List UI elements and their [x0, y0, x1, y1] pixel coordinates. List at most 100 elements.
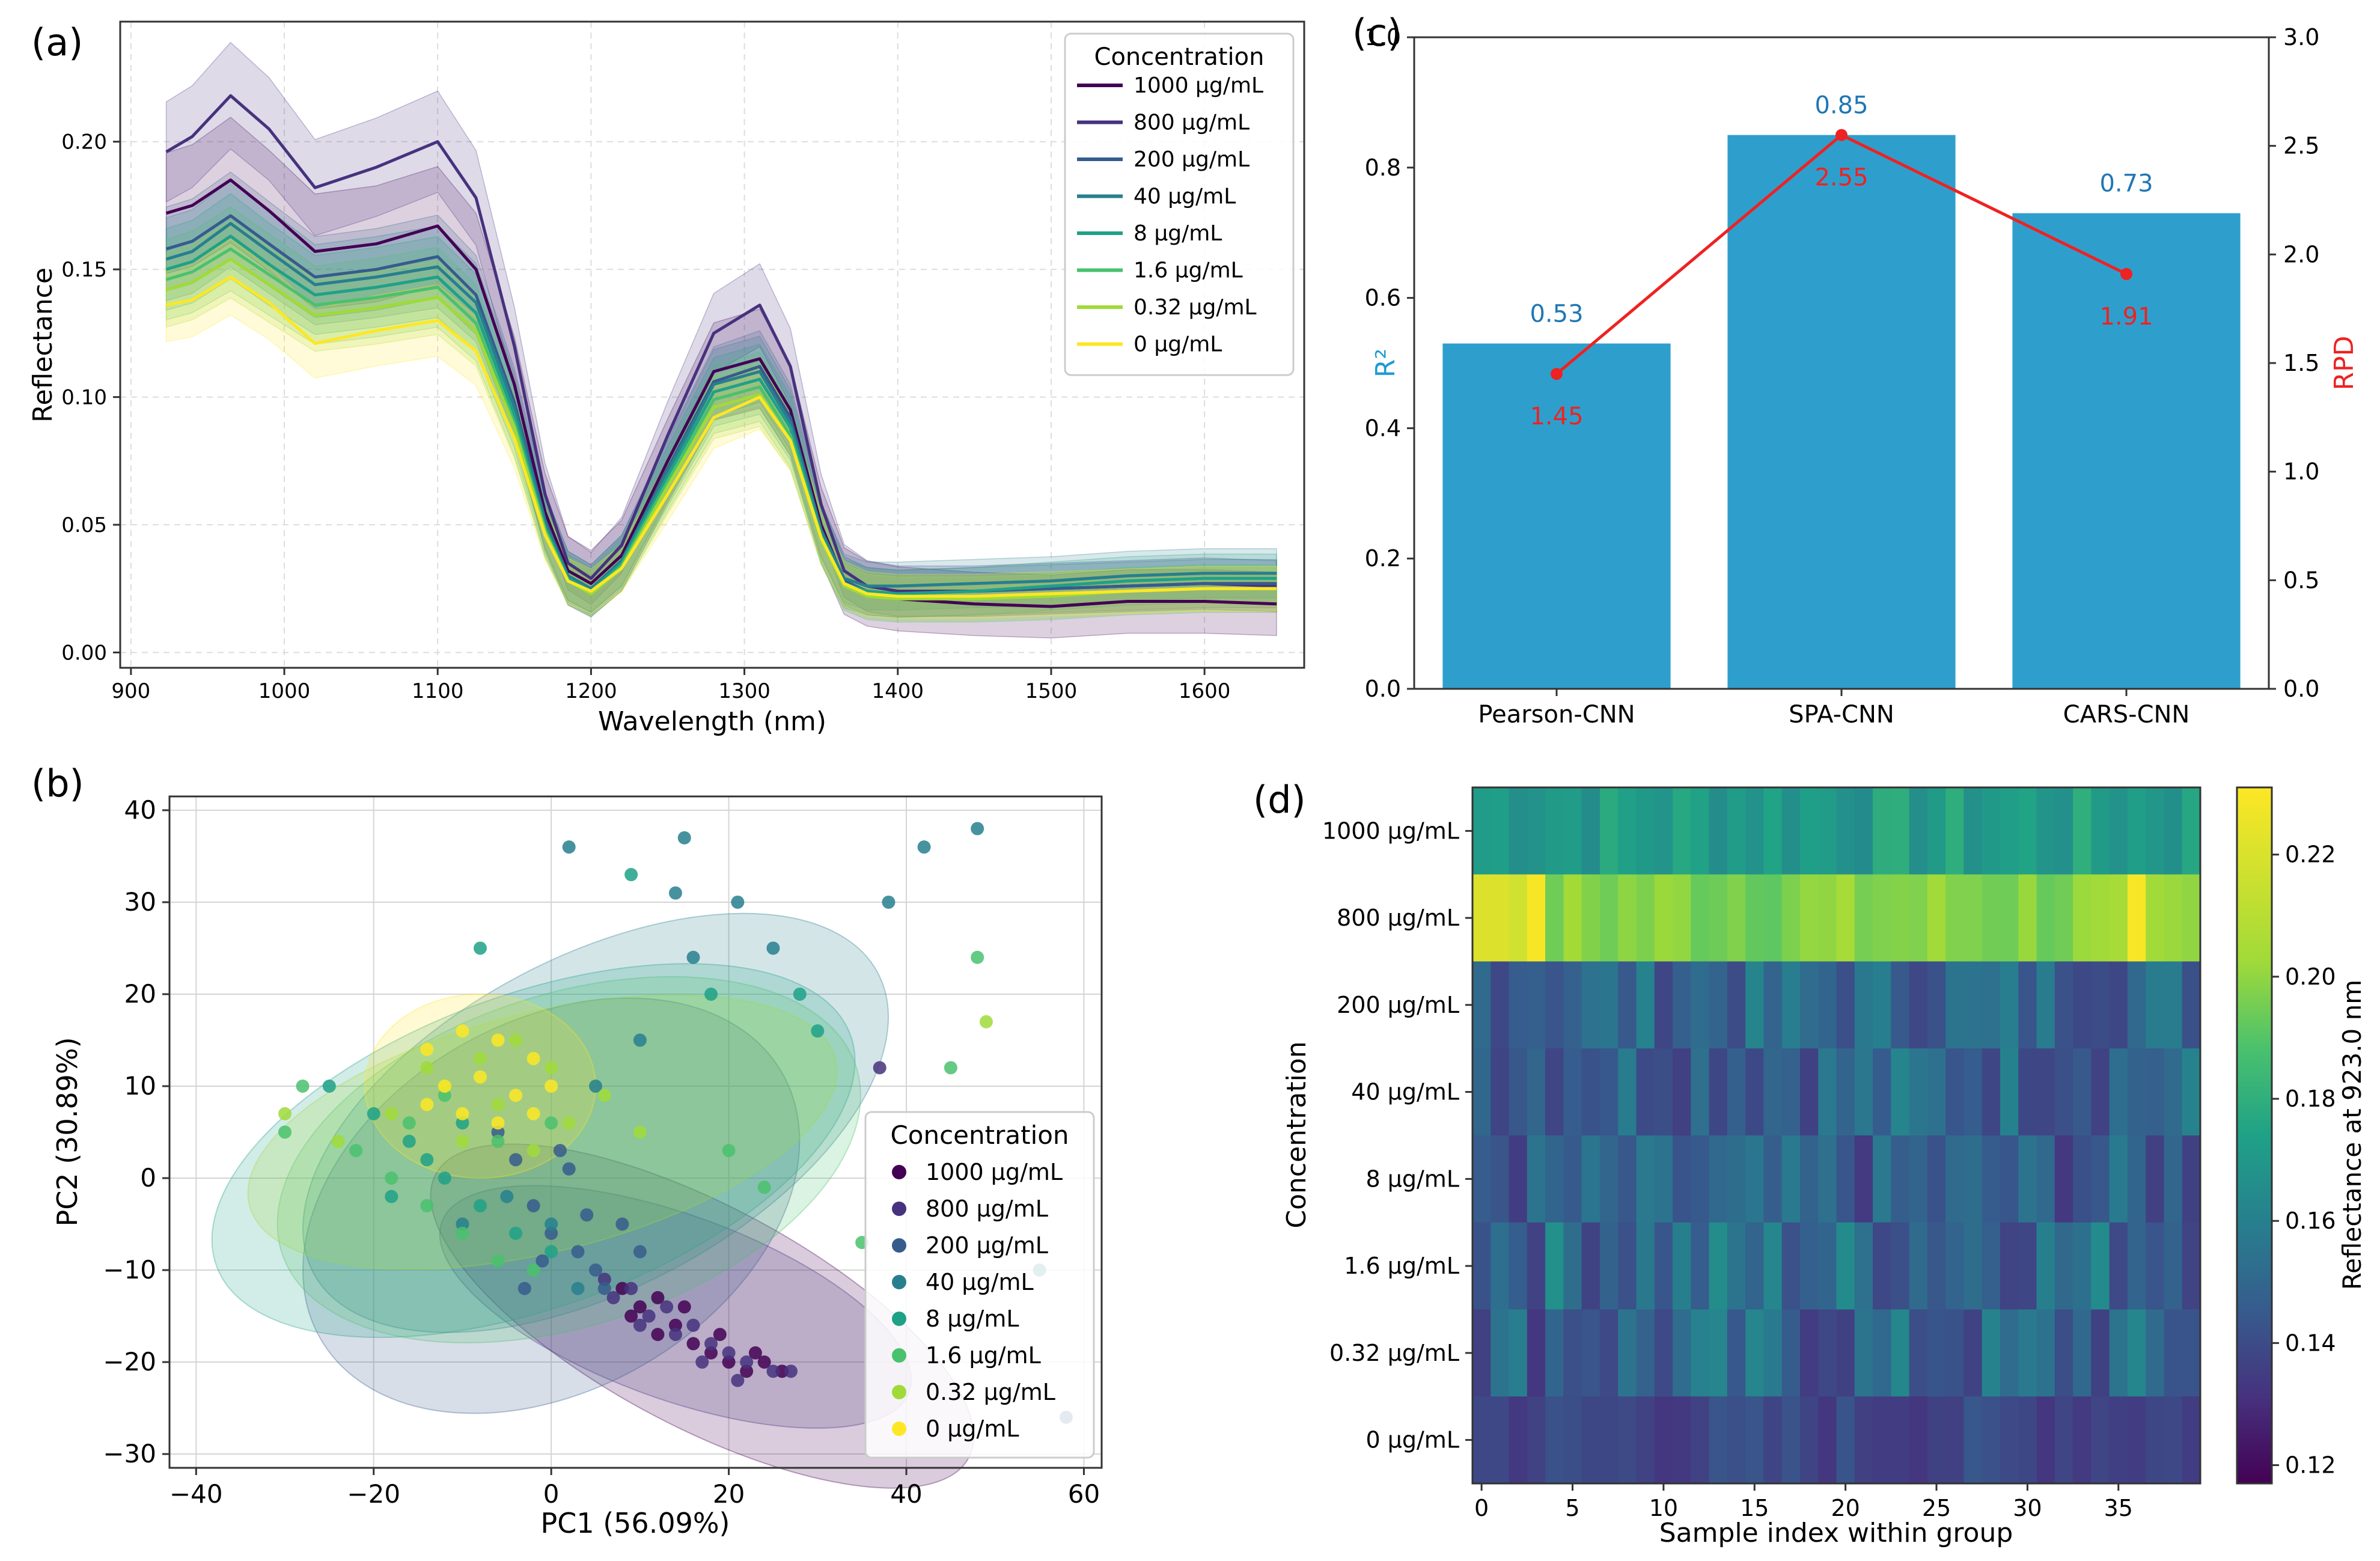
- panel-d-cell: [1599, 1309, 1619, 1397]
- panel-b-legend-swatch-7: [892, 1422, 906, 1436]
- panel-b-legend-label-3: 40 µg/mL: [926, 1269, 1034, 1295]
- panel-d-cell: [1527, 787, 1546, 875]
- panel-b-legend-swatch-5: [892, 1348, 906, 1363]
- panel-d-cell: [1763, 1396, 1783, 1484]
- panel-b-xtick-label: −20: [347, 1479, 400, 1509]
- panel-b-ytick-label: 10: [124, 1071, 156, 1101]
- panel-d-cell: [1763, 874, 1783, 962]
- panel-b-point-3: [686, 950, 700, 964]
- panel-a-xtick-label: 1300: [718, 679, 770, 703]
- panel-d-cell: [1563, 1309, 1582, 1397]
- panel-d-cell: [1927, 1048, 1946, 1136]
- panel-b-point-2: [526, 1199, 540, 1212]
- panel-d-cell: [1491, 1396, 1510, 1484]
- panel-d-cell: [1654, 961, 1673, 1049]
- panel-d-cell: [1654, 1222, 1673, 1310]
- panel-b-point-5: [491, 1254, 505, 1268]
- panel-d-cell: [1909, 874, 1928, 962]
- panel-b-point-6: [562, 1116, 576, 1130]
- panel-d-cell: [1854, 1309, 1873, 1397]
- panel-d-cell: [1563, 1048, 1582, 1136]
- panel-a-xtick-label: 1500: [1025, 679, 1078, 703]
- panel-b-point-6: [509, 1033, 523, 1047]
- panel-d-cell: [1727, 1396, 1746, 1484]
- panel-a-xtick-label: 1100: [412, 679, 464, 703]
- panel-c-ytick-label-right: 3.0: [2283, 24, 2319, 50]
- panel-d-cell: [1563, 961, 1582, 1049]
- panel-b-point-5: [491, 1134, 505, 1148]
- panel-d-cell: [2073, 1048, 2092, 1136]
- panel-d-cell: [1927, 1396, 1946, 1484]
- panel-d-cell: [1873, 1396, 1891, 1484]
- panel-d-cell: [1945, 961, 1965, 1049]
- panel-b-point-6: [597, 1089, 611, 1102]
- panel-d-cell: [1691, 1048, 1710, 1136]
- panel-d-ylabel: Concentration: [1281, 1041, 1312, 1228]
- panel-b-point-2: [562, 1162, 576, 1176]
- panel-b-legend-label-0: 1000 µg/mL: [926, 1159, 1063, 1185]
- panel-d-cell: [1545, 961, 1564, 1049]
- panel-d-cell: [2036, 1048, 2055, 1136]
- panel-d-cell: [1636, 1135, 1655, 1223]
- panel-d-cell: [2000, 961, 2019, 1049]
- panel-d-cell: [1581, 787, 1600, 875]
- panel-d-cell: [1982, 1048, 2001, 1136]
- panel-b-xtick-label: 60: [1068, 1479, 1100, 1509]
- panel-c-bar-2: [2012, 213, 2241, 689]
- panel-d-cell: [2036, 787, 2055, 875]
- panel-d-cell: [2182, 1222, 2201, 1310]
- panel-d-cell: [2182, 874, 2201, 962]
- panel-d-cell: [1964, 1396, 1983, 1484]
- panel-d-cell: [1781, 961, 1801, 1049]
- panel-c-rpd-label-0: 1.45: [1530, 403, 1583, 430]
- panel-label-c: (c): [1352, 11, 1402, 55]
- panel-b-point-6: [491, 1098, 505, 1111]
- panel-d-cell: [1799, 1222, 1819, 1310]
- panel-b-point-3: [589, 1079, 603, 1093]
- panel-d-cell: [1818, 874, 1837, 962]
- panel-b-legend-label-1: 800 µg/mL: [926, 1196, 1048, 1222]
- panel-b-point-5: [420, 1199, 434, 1212]
- panel-d-ytick-label-0: 1000 µg/mL: [1322, 817, 1459, 844]
- panel-d-cell: [1727, 874, 1746, 962]
- panel-d-cell: [1563, 1222, 1582, 1310]
- panel-c-ytick-label-left: 0.6: [1365, 285, 1401, 311]
- panel-d-cell: [1891, 1222, 1910, 1310]
- panel-d-colorbar-tick-label: 0.18: [2285, 1086, 2336, 1112]
- panel-d-cell: [1599, 787, 1619, 875]
- panel-b-point-7: [420, 1042, 434, 1056]
- panel-d-cell: [1964, 874, 1983, 962]
- panel-a-line-4: [165, 234, 1277, 596]
- panel-b-point-1: [597, 1272, 611, 1286]
- panel-d-cell: [1836, 1135, 1855, 1223]
- panel-d-cell: [1618, 1309, 1637, 1397]
- panel-c-ytick-label-right: 2.0: [2283, 241, 2319, 267]
- panel-a-legend-label-0: 1000 µg/mL: [1134, 73, 1263, 98]
- panel-d-cell: [1945, 1048, 1965, 1136]
- panel-c-ytick-label-left: 0.0: [1365, 676, 1401, 702]
- panel-b-legend-label-4: 8 µg/mL: [926, 1306, 1019, 1332]
- panel-d-cell: [1982, 961, 2001, 1049]
- panel-d-cell: [1927, 961, 1946, 1049]
- panel-d-cell: [1964, 1309, 1983, 1397]
- panel-d-cell: [2036, 961, 2055, 1049]
- panel-a-ytick-label: 0.20: [61, 130, 107, 154]
- panel-d-cell: [1909, 961, 1928, 1049]
- panel-b-point-3: [456, 1217, 469, 1231]
- panel-d-cell: [2146, 787, 2165, 875]
- panel-d-cell: [2073, 1135, 2092, 1223]
- panel-d-cell: [1581, 874, 1600, 962]
- panel-b-point-0: [722, 1355, 736, 1369]
- panel-d-cell: [2018, 787, 2037, 875]
- panel-d-cell: [1709, 1396, 1728, 1484]
- panel-d-cell: [1545, 1048, 1564, 1136]
- panel-b-point-2: [536, 1254, 549, 1268]
- panel-b-ytick-label: 30: [124, 887, 156, 917]
- panel-b-point-4: [385, 1190, 398, 1203]
- panel-d-cell: [1673, 1396, 1691, 1484]
- panel-d-cell: [2000, 1048, 2019, 1136]
- panel-a-xlabel: Wavelength (nm): [598, 706, 826, 737]
- panel-d-cell: [1618, 961, 1637, 1049]
- panel-d-cell: [1709, 1309, 1728, 1397]
- panel-d-cell: [2018, 1309, 2037, 1397]
